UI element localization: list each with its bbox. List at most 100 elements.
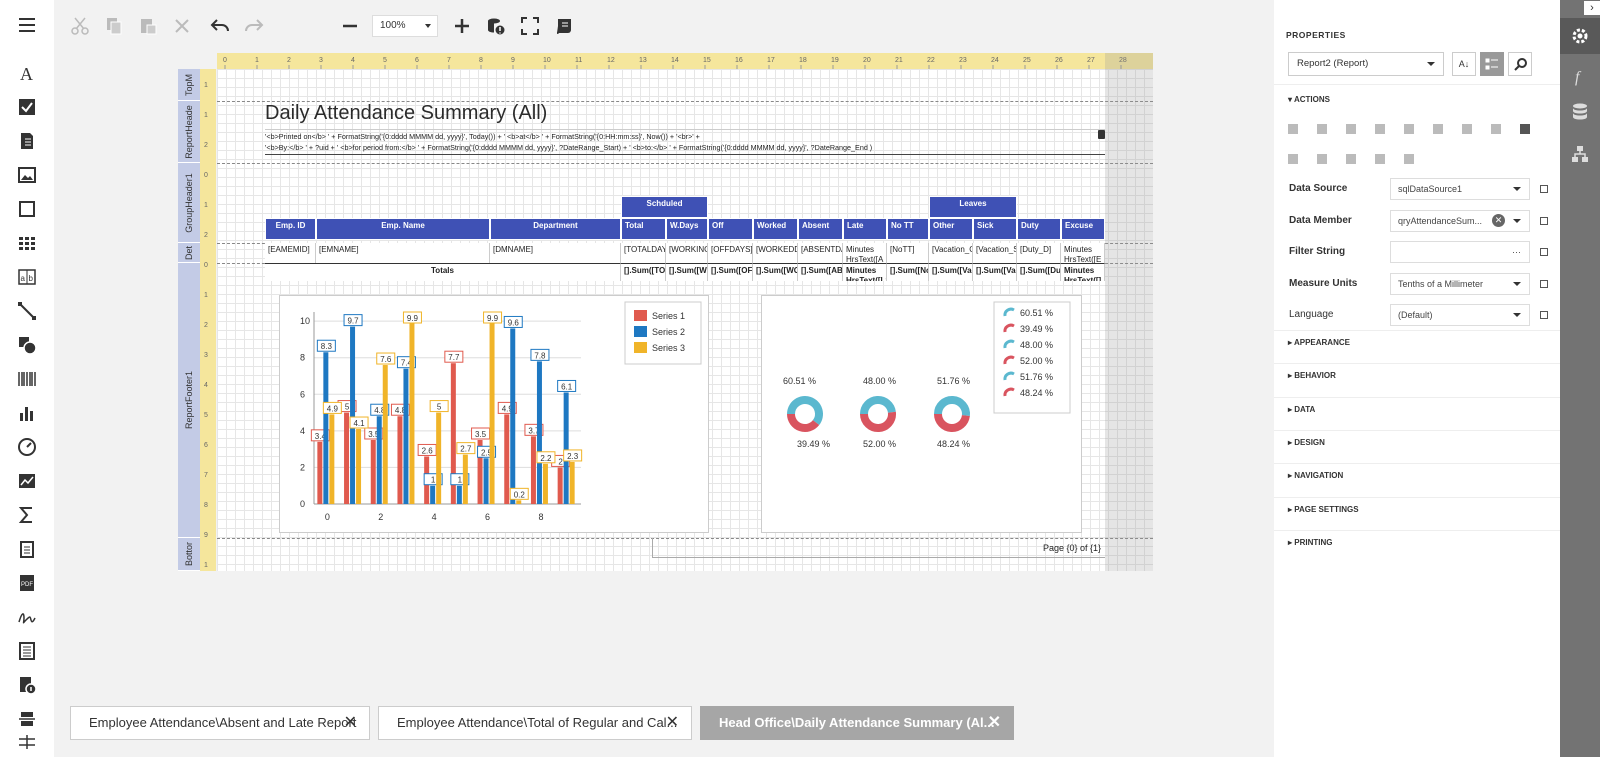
totals-cell[interactable]: Minutes HrsText([].: [1061, 263, 1105, 281]
expressions-tab-function-icon[interactable]: f: [1560, 58, 1600, 94]
band-group-header[interactable]: GroupHeader1: [178, 163, 200, 243]
totals-cell[interactable]: [].Sum([OFFDAYS: [708, 263, 753, 281]
column-header[interactable]: Excuse: [1061, 218, 1105, 240]
property-editor[interactable]: Tenths of a Millimeter: [1390, 272, 1530, 295]
detail-cell[interactable]: [Vacation_Other]: [929, 243, 973, 263]
sort-az-icon[interactable]: A↓: [1452, 52, 1476, 76]
property-editor[interactable]: sqlDataSource1: [1390, 178, 1530, 200]
detail-cell[interactable]: Minutes HrsText([A: [843, 243, 887, 263]
layout-action-icon[interactable]: [1317, 154, 1327, 164]
column-header[interactable]: Sick: [973, 218, 1017, 240]
layout-action-icon[interactable]: [1346, 154, 1356, 164]
property-checkbox[interactable]: [1540, 311, 1548, 319]
section-printing[interactable]: ▸ PRINTING: [1288, 537, 1333, 547]
totals-cell[interactable]: [].Sum([TOTALDAY: [621, 263, 666, 281]
layout-action-icon[interactable]: [1520, 124, 1530, 134]
page-info-tool-icon[interactable]: [12, 672, 42, 698]
detail-cell[interactable]: [Vacation_Sick]: [973, 243, 1017, 263]
totals-cell[interactable]: [].Sum([Vacation: [929, 263, 973, 281]
field-list-tab-database-icon[interactable]: [1560, 94, 1600, 130]
layout-action-icon[interactable]: [1346, 124, 1356, 134]
band-report-header[interactable]: ReportHeade: [178, 101, 200, 163]
detail-cell[interactable]: Minutes HrsText([E: [1061, 243, 1105, 263]
panel-tool-icon[interactable]: [12, 196, 42, 222]
zoom-in-icon[interactable]: [448, 12, 476, 40]
column-header[interactable]: W.Days: [666, 218, 708, 240]
layout-action-icon[interactable]: [1317, 124, 1327, 134]
property-checkbox[interactable]: [1540, 185, 1548, 193]
column-header[interactable]: Late: [843, 218, 887, 240]
column-header[interactable]: Total: [621, 218, 666, 240]
totals-label[interactable]: Totals: [265, 263, 621, 281]
layout-action-icon[interactable]: [1404, 154, 1414, 164]
column-header[interactable]: Duty: [1017, 218, 1061, 240]
totals-cell[interactable]: Minutes HrsText([LS: [843, 263, 887, 281]
detail-cell[interactable]: [NoTT]: [887, 243, 929, 263]
band-top-margin[interactable]: TopM: [178, 69, 200, 101]
band-bottom-margin[interactable]: Bottor: [178, 538, 200, 571]
column-header[interactable]: No TT: [887, 218, 929, 240]
properties-tab-gear-icon[interactable]: [1560, 18, 1600, 54]
layout-action-icon[interactable]: [1491, 124, 1501, 134]
cross-band-tool-icon[interactable]: [12, 728, 42, 754]
redo-icon[interactable]: [240, 12, 268, 40]
property-checkbox[interactable]: [1540, 279, 1548, 288]
ellipsis-icon[interactable]: ···: [1512, 247, 1521, 257]
donut-chart[interactable]: 60.51 % 39.49 % 48.00 % 52.00 % 51.76 % 48.24…: [761, 295, 1082, 533]
totals-cell[interactable]: [].Sum([WORKING: [666, 263, 708, 281]
page-break-tool-icon[interactable]: [12, 706, 42, 732]
shape-tool-icon[interactable]: [12, 332, 42, 358]
pdf-content-tool-icon[interactable]: PDF: [12, 570, 42, 596]
detail-cell[interactable]: [EMNAME]: [316, 243, 490, 263]
section-navigation[interactable]: ▸ NAVIGATION: [1288, 471, 1344, 481]
totals-cell[interactable]: [].Sum([ABSENT: [798, 263, 843, 281]
barcode-tool-icon[interactable]: [12, 366, 42, 392]
close-icon[interactable]: ✕: [987, 714, 1001, 731]
property-editor[interactable]: ···: [1390, 241, 1530, 263]
delete-icon[interactable]: [168, 12, 196, 40]
column-header[interactable]: Off: [708, 218, 753, 240]
detail-cell[interactable]: [TOTALDAYS]: [621, 243, 666, 263]
signature-tool-icon[interactable]: [12, 604, 42, 630]
chart-tool-icon[interactable]: [12, 400, 42, 426]
detail-cell[interactable]: [Duty_D]: [1017, 243, 1061, 263]
table-tool-icon[interactable]: [12, 230, 42, 256]
section-design[interactable]: ▸ DESIGN: [1288, 437, 1325, 447]
property-editor[interactable]: qryAttendanceSum... ✕: [1390, 209, 1530, 232]
layout-action-icon[interactable]: [1375, 154, 1385, 164]
column-header[interactable]: Emp. ID: [265, 218, 316, 240]
tab-report-1[interactable]: Employee Attendance\Absent and Late Repo…: [70, 706, 370, 740]
header-group-leaves[interactable]: Leaves: [929, 196, 1017, 218]
report-expression[interactable]: '<b>Printed on</b> ' + FormatString('{0:…: [265, 131, 1105, 155]
detail-cell[interactable]: [WORKEDDAYS]: [753, 243, 798, 263]
categorize-icon[interactable]: [1480, 52, 1504, 76]
sparkline-tool-icon[interactable]: [12, 468, 42, 494]
validate-bindings-icon[interactable]: [482, 12, 510, 40]
column-header[interactable]: Worked: [753, 218, 798, 240]
detail-cell[interactable]: [EAMEMID]: [265, 243, 316, 263]
section-appearance[interactable]: ▸ APPEARANCE: [1288, 338, 1350, 347]
menu-icon[interactable]: [12, 12, 42, 38]
report-title[interactable]: Daily Attendance Summary (All): [265, 102, 1105, 130]
detail-cell[interactable]: [ABSENTDAYS]: [798, 243, 843, 263]
richtext-tool-icon[interactable]: [12, 128, 42, 154]
section-page-settings[interactable]: ▸ PAGE SETTINGS: [1288, 504, 1359, 514]
paste-icon[interactable]: [134, 12, 162, 40]
line-tool-icon[interactable]: [12, 298, 42, 324]
summary-tool-icon[interactable]: [12, 502, 42, 528]
label-tool-icon[interactable]: A: [12, 60, 42, 86]
section-behavior[interactable]: ▸ BEHAVIOR: [1288, 371, 1336, 381]
clear-icon[interactable]: ✕: [1492, 213, 1505, 227]
collapse-panel-icon[interactable]: ›: [1584, 1, 1600, 15]
report-explorer-tab-hierarchy-icon[interactable]: [1560, 136, 1600, 172]
totals-cell[interactable]: [].Sum([Vacation: [973, 263, 1017, 281]
subreport-tool-icon[interactable]: [12, 536, 42, 562]
picture-tool-icon[interactable]: [12, 162, 42, 188]
tab-report-3[interactable]: Head Office\Daily Attendance Summary (Al…: [700, 706, 1014, 740]
detail-cell[interactable]: [WORKINGDAYS]: [666, 243, 708, 263]
layout-action-icon[interactable]: [1433, 124, 1443, 134]
detail-cell[interactable]: [OFFDAYS]: [708, 243, 753, 263]
gauge-tool-icon[interactable]: [12, 434, 42, 460]
undo-icon[interactable]: [206, 12, 234, 40]
